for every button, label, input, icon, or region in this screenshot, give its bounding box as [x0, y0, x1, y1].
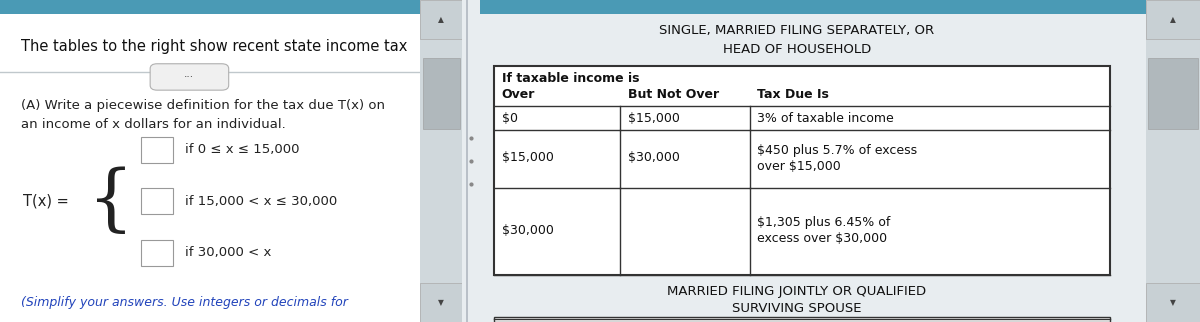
Text: $15,000: $15,000	[628, 112, 679, 125]
Text: ▼: ▼	[438, 298, 444, 307]
Text: $15,000: $15,000	[502, 151, 553, 164]
FancyBboxPatch shape	[420, 0, 462, 39]
Text: SURVIVING SPOUSE: SURVIVING SPOUSE	[732, 302, 862, 315]
Text: HEAD OF HOUSEHOLD: HEAD OF HOUSEHOLD	[722, 43, 871, 56]
FancyBboxPatch shape	[140, 240, 173, 266]
Text: excess over $30,000: excess over $30,000	[757, 232, 887, 245]
Text: ▲: ▲	[438, 15, 444, 24]
FancyBboxPatch shape	[140, 137, 173, 163]
FancyBboxPatch shape	[1146, 0, 1200, 322]
Text: $30,000: $30,000	[628, 151, 679, 164]
Text: $450 plus 5.7% of excess: $450 plus 5.7% of excess	[757, 144, 917, 157]
Text: $0: $0	[502, 112, 517, 125]
Text: (A) Write a piecewise definition for the tax due T(x) on: (A) Write a piecewise definition for the…	[20, 99, 385, 112]
Text: ▲: ▲	[1170, 15, 1176, 24]
Text: if 0 ≤ x ≤ 15,000: if 0 ≤ x ≤ 15,000	[185, 143, 299, 156]
FancyBboxPatch shape	[480, 0, 1200, 322]
FancyBboxPatch shape	[0, 0, 462, 322]
FancyBboxPatch shape	[150, 64, 229, 90]
FancyBboxPatch shape	[1148, 58, 1198, 129]
Text: The tables to the right show recent state income tax: The tables to the right show recent stat…	[20, 39, 407, 54]
Text: MARRIED FILING JOINTLY OR QUALIFIED: MARRIED FILING JOINTLY OR QUALIFIED	[667, 285, 926, 298]
FancyBboxPatch shape	[462, 0, 480, 322]
FancyBboxPatch shape	[420, 283, 462, 322]
Text: if 15,000 < x ≤ 30,000: if 15,000 < x ≤ 30,000	[185, 195, 337, 208]
FancyBboxPatch shape	[494, 317, 1110, 322]
FancyBboxPatch shape	[420, 0, 462, 322]
FancyBboxPatch shape	[0, 0, 462, 14]
Text: Tax Due Is: Tax Due Is	[757, 88, 829, 101]
Text: $30,000: $30,000	[502, 224, 553, 237]
FancyBboxPatch shape	[1146, 0, 1200, 39]
FancyBboxPatch shape	[422, 58, 460, 129]
FancyBboxPatch shape	[480, 0, 1200, 14]
FancyBboxPatch shape	[494, 66, 1110, 275]
Text: Over: Over	[502, 88, 535, 101]
Text: ···: ···	[185, 72, 194, 82]
Text: over $15,000: over $15,000	[757, 160, 841, 173]
Text: $1,305 plus 6.45% of: $1,305 plus 6.45% of	[757, 216, 890, 229]
Text: If taxable income is: If taxable income is	[502, 71, 640, 85]
Text: But Not Over: But Not Over	[628, 88, 719, 101]
Text: if 30,000 < x: if 30,000 < x	[185, 246, 271, 259]
Text: 3% of taxable income: 3% of taxable income	[757, 112, 894, 125]
Text: ▼: ▼	[1170, 298, 1176, 307]
FancyBboxPatch shape	[1146, 283, 1200, 322]
Text: (Simplify your answers. Use integers or decimals for: (Simplify your answers. Use integers or …	[20, 296, 348, 309]
Text: an income of x dollars for an individual.: an income of x dollars for an individual…	[20, 118, 286, 131]
Text: T(x) =: T(x) =	[23, 194, 68, 209]
Text: SINGLE, MARRIED FILING SEPARATELY, OR: SINGLE, MARRIED FILING SEPARATELY, OR	[659, 24, 935, 37]
FancyBboxPatch shape	[140, 188, 173, 214]
Text: {: {	[88, 166, 134, 237]
